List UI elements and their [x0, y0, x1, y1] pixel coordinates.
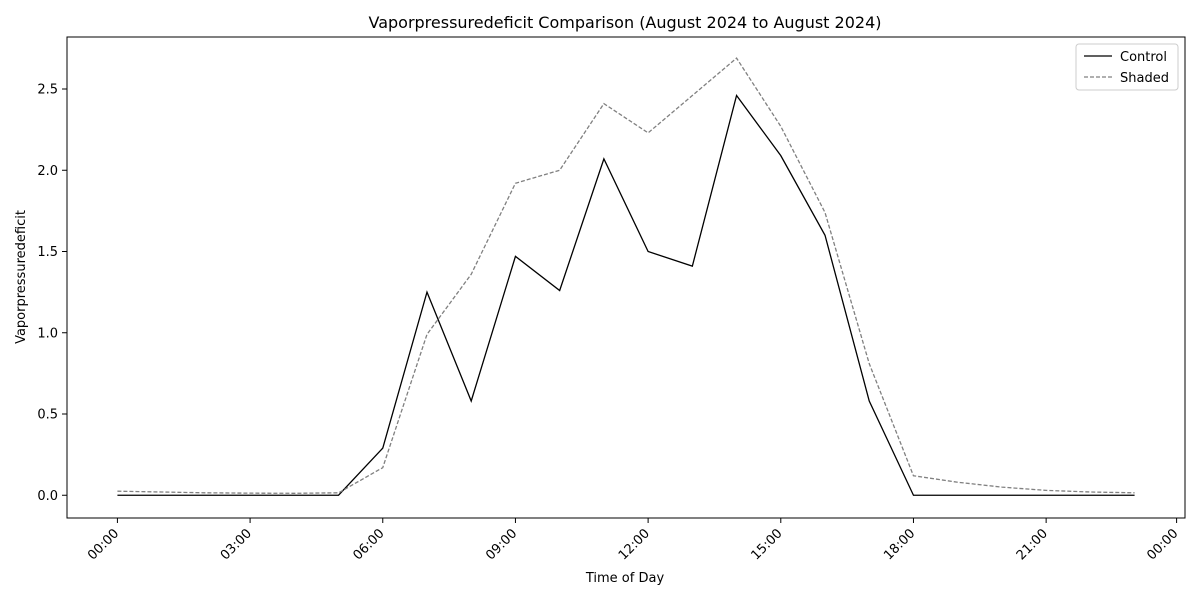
- y-tick-label: 1.0: [37, 326, 58, 341]
- plot-frame: [66, 36, 1186, 519]
- y-tick-label: 2.5: [37, 83, 58, 98]
- chart-title: Vaporpressuredeficit Comparison (August …: [368, 13, 881, 32]
- x-tick-label: 09:00: [483, 526, 520, 563]
- x-tick-label: 00:00: [85, 526, 122, 563]
- y-tick-label: 0.5: [37, 408, 58, 423]
- legend-label-control: Control: [1120, 50, 1167, 65]
- x-tick-label: 18:00: [881, 526, 918, 563]
- y-axis-label: Vaporpressuredeficit: [14, 210, 29, 344]
- series-line-shaded: [117, 57, 1135, 494]
- y-tick-label: 0.0: [37, 489, 58, 504]
- x-axis-label: Time of Day: [585, 571, 665, 586]
- x-tick-label: 15:00: [749, 526, 786, 563]
- series-line-control: [117, 94, 1135, 496]
- x-tick-label: 12:00: [616, 526, 653, 563]
- legend: Control Shaded: [1075, 43, 1179, 91]
- x-tick-label: 21:00: [1014, 526, 1051, 563]
- x-tick-label: 00:00: [1144, 526, 1181, 563]
- legend-label-shaded: Shaded: [1120, 71, 1169, 86]
- y-tick-label: 1.5: [37, 245, 58, 260]
- x-tick-label: 03:00: [218, 526, 255, 563]
- x-tick-label: 06:00: [350, 526, 387, 563]
- y-tick-label: 2.0: [37, 164, 58, 179]
